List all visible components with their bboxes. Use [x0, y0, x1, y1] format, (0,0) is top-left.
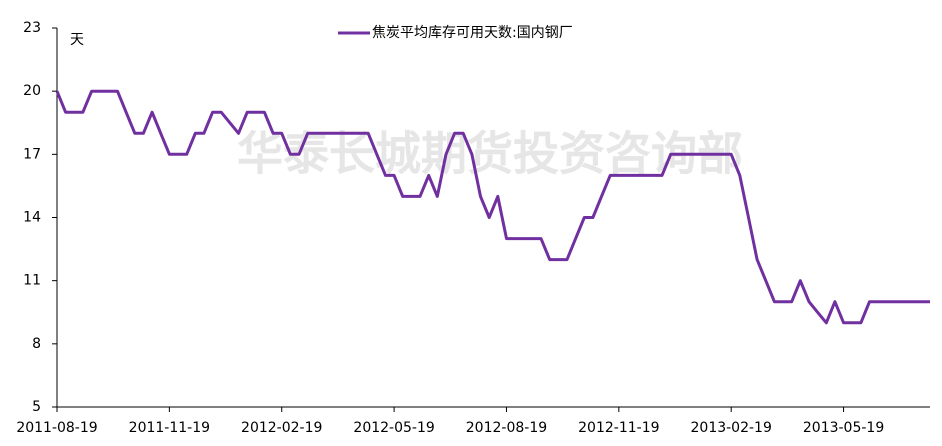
y-tick-label: 17	[23, 146, 41, 162]
x-tick-label: 2012-11-19	[578, 420, 659, 436]
y-tick-label: 11	[23, 273, 41, 289]
y-tick-label: 20	[23, 83, 41, 99]
x-tick-label: 2013-02-19	[691, 420, 772, 436]
x-tick-label: 2011-08-19	[16, 420, 97, 436]
x-tick-label: 2013-05-19	[803, 420, 884, 436]
x-tick-label: 2012-02-19	[241, 420, 322, 436]
watermark: 华泰长城期货投资咨询部	[237, 127, 743, 181]
y-tick-label: 5	[32, 399, 41, 415]
y-tick-label: 8	[32, 336, 41, 352]
y-tick-label: 23	[23, 20, 41, 36]
x-tick-label: 2012-08-19	[466, 420, 547, 436]
y-unit: 天	[70, 32, 84, 48]
legend-label: 焦炭平均库存可用天数:国内钢厂	[372, 25, 573, 41]
y-tick-label: 14	[23, 210, 41, 226]
line-series	[55, 89, 930, 325]
x-tick-label: 2011-11-19	[129, 420, 210, 436]
x-tick-label: 2012-05-19	[353, 420, 434, 436]
